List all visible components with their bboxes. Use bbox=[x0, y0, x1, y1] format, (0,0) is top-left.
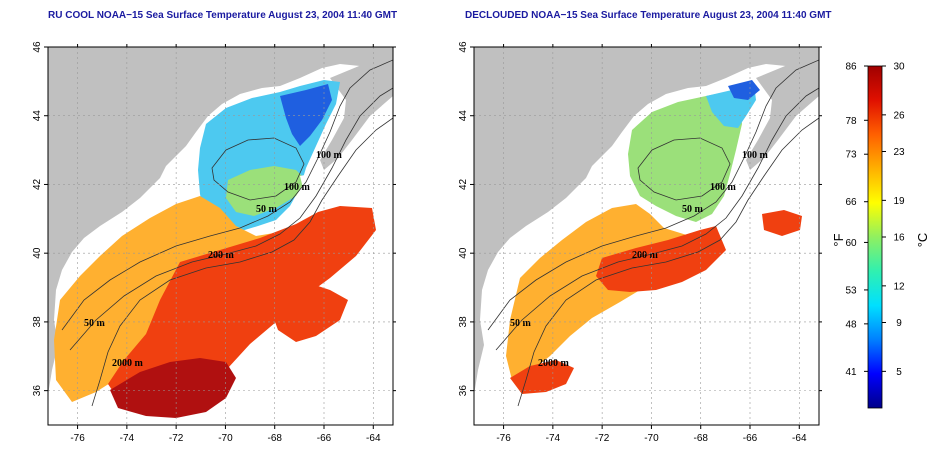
map-left-frame bbox=[47, 46, 394, 426]
celsius-tick-label: 5 bbox=[896, 367, 902, 378]
lon-tick-label: -76 bbox=[70, 433, 85, 444]
lon-tick-label: -66 bbox=[743, 433, 758, 444]
contour-label: 100 m bbox=[284, 182, 311, 193]
sst-slope-hot bbox=[108, 206, 376, 406]
lon-tick-label: -74 bbox=[546, 433, 561, 444]
sst-maine-coastal-cold bbox=[728, 80, 760, 100]
map-left-field: 100 m 100 m 50 m 200 m 50 m 2000 m bbox=[48, 47, 393, 425]
land-mainland bbox=[48, 47, 393, 395]
sst-very-hot-south bbox=[110, 358, 236, 418]
sst-maine-coastal-cold bbox=[280, 84, 332, 146]
lat-tick-label: 40 bbox=[458, 247, 469, 259]
fahrenheit-tick-label: 86 bbox=[845, 62, 857, 73]
contour-label: 50 m bbox=[682, 204, 704, 215]
lat-tick-label: 44 bbox=[458, 110, 469, 122]
celsius-tick-label: 23 bbox=[893, 147, 905, 158]
contour-label: 100 m bbox=[742, 150, 769, 161]
map-right-ticks: -76 -74 -72 -70 -68 -66 -64 46 44 42 40 38 36 bbox=[458, 41, 822, 444]
cloud-gap-south bbox=[246, 350, 393, 425]
celsius-tick-label: 26 bbox=[893, 110, 905, 121]
celsius-tick-label: 16 bbox=[893, 233, 905, 244]
lat-tick-label: 36 bbox=[458, 385, 469, 397]
lon-tick-label: -68 bbox=[693, 433, 708, 444]
sst-hot-patch-east bbox=[270, 280, 348, 342]
lat-tick-label: 36 bbox=[32, 385, 43, 397]
map-right-grid bbox=[474, 46, 819, 425]
fahrenheit-unit-label: °F bbox=[831, 233, 846, 246]
lon-tick-label: -72 bbox=[595, 433, 610, 444]
lat-tick-label: 38 bbox=[32, 316, 43, 328]
map-right-frame bbox=[473, 46, 820, 426]
contour-labels-right: 100 m 100 m 50 m 200 m 50 m 2000 m bbox=[510, 150, 769, 369]
land-nova-scotia bbox=[746, 52, 819, 170]
fahrenheit-tick-label: 66 bbox=[845, 197, 857, 208]
lon-tick-label: -74 bbox=[120, 433, 135, 444]
cloud-gap bbox=[300, 168, 393, 204]
lon-tick-label: -70 bbox=[218, 433, 233, 444]
lon-tick-label: -64 bbox=[366, 433, 381, 444]
land-nova-scotia bbox=[320, 52, 393, 170]
sst-gulf-of-maine bbox=[628, 92, 742, 222]
contour-label: 100 m bbox=[316, 150, 343, 161]
lon-tick-label: -76 bbox=[496, 433, 511, 444]
lon-tick-label: -70 bbox=[644, 433, 659, 444]
fahrenheit-tick-label: 53 bbox=[845, 285, 857, 296]
lon-tick-label: -64 bbox=[792, 433, 807, 444]
sst-slope-hot bbox=[596, 226, 726, 292]
colorbar-gradient bbox=[867, 65, 883, 409]
land-mainland bbox=[474, 47, 819, 395]
contour-label: 200 m bbox=[208, 250, 235, 261]
fahrenheit-tick-label: 73 bbox=[845, 150, 857, 161]
map-title-right: DECLOUDED NOAA−15 Sea Surface Temperatur… bbox=[465, 10, 832, 21]
sst-hot-patch-south bbox=[510, 360, 574, 394]
contour-labels-left: 100 m 100 m 50 m 200 m 50 m 2000 m bbox=[84, 150, 343, 369]
contour-label: 2000 m bbox=[538, 358, 570, 369]
lon-tick-label: -68 bbox=[267, 433, 282, 444]
lat-tick-label: 42 bbox=[458, 178, 469, 190]
sst-hot-patch-east bbox=[762, 210, 802, 236]
contour-label: 50 m bbox=[84, 318, 106, 329]
lat-tick-label: 46 bbox=[458, 41, 469, 53]
isobaths-left bbox=[61, 59, 393, 407]
lon-tick-label: -66 bbox=[317, 433, 332, 444]
contour-label: 200 m bbox=[632, 250, 659, 261]
fahrenheit-tick-label: 41 bbox=[845, 367, 857, 378]
map-title-left: RU COOL NOAA−15 Sea Surface Temperature … bbox=[48, 10, 398, 21]
colorbar-ticks: 30 26 23 19 16 12 9 5 86 78 73 66 60 53 48 41 bbox=[845, 62, 905, 378]
lat-tick-label: 46 bbox=[32, 41, 43, 53]
isobaths-right bbox=[487, 59, 819, 407]
contour-label: 100 m bbox=[710, 182, 737, 193]
fahrenheit-tick-label: 78 bbox=[845, 116, 857, 127]
contour-label: 50 m bbox=[510, 318, 532, 329]
contour-label: 50 m bbox=[256, 204, 278, 215]
celsius-tick-label: 19 bbox=[893, 196, 905, 207]
fahrenheit-tick-label: 60 bbox=[845, 238, 857, 249]
celsius-tick-label: 9 bbox=[896, 318, 902, 329]
celsius-tick-label: 12 bbox=[893, 281, 905, 292]
colorbar: 30 26 23 19 16 12 9 5 86 78 73 66 60 53 48 41 °F °C bbox=[831, 62, 930, 409]
lat-tick-label: 42 bbox=[32, 178, 43, 190]
contour-label: 2000 m bbox=[112, 358, 144, 369]
lat-tick-label: 40 bbox=[32, 247, 43, 259]
map-left-grid bbox=[48, 46, 393, 425]
celsius-tick-label: 30 bbox=[893, 62, 905, 73]
lat-tick-label: 44 bbox=[32, 110, 43, 122]
lon-tick-label: -72 bbox=[169, 433, 184, 444]
map-left: 100 m 100 m 50 m 200 m 50 m 2000 m -76 -7… bbox=[32, 41, 396, 444]
fahrenheit-tick-label: 48 bbox=[845, 319, 857, 330]
map-right-field: 100 m 100 m 50 m 200 m 50 m 2000 m bbox=[474, 47, 819, 407]
map-left-ticks: -76 -74 -72 -70 -68 -66 -64 46 44 42 40 38 36 bbox=[32, 41, 396, 444]
lat-tick-label: 38 bbox=[458, 316, 469, 328]
celsius-unit-label: °C bbox=[915, 233, 930, 248]
sst-georges-bank bbox=[226, 166, 306, 216]
map-right: 100 m 100 m 50 m 200 m 50 m 2000 m -76 -7… bbox=[458, 41, 822, 444]
